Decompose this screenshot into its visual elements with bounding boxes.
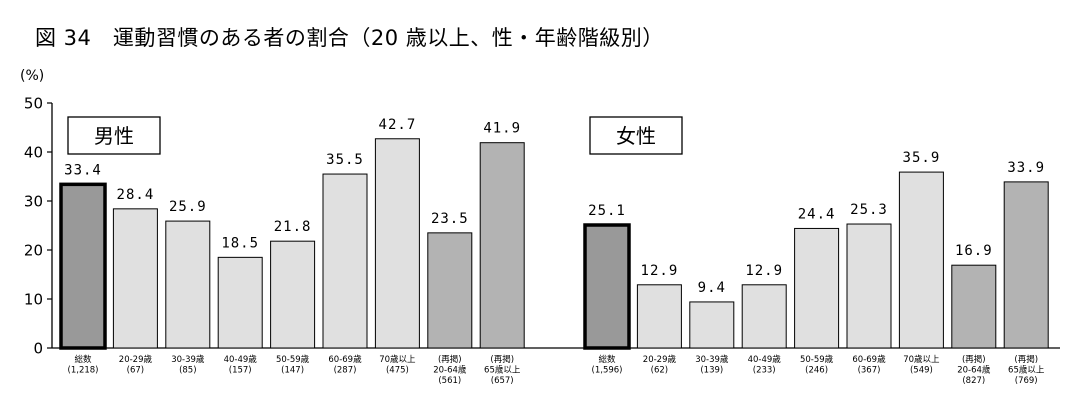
y-tick-label: 50 [24,95,43,113]
bar-value-label: 21.8 [274,219,312,235]
bar-male-8 [479,142,525,349]
category-label: (561) [438,376,461,386]
category-label: (再掲) [490,354,514,365]
panel-title-box [589,116,683,155]
category-label: (233) [753,366,776,376]
bar-female-8 [1003,181,1049,349]
panel-title-box [67,116,161,155]
category-label: 20-64歳 [433,365,467,376]
bar-value-label: 16.9 [955,243,993,259]
category-label: (147) [281,366,304,376]
bar-female-3 [741,284,787,349]
category-label: (769) [1015,376,1038,386]
bar-value-label: 42.7 [379,117,417,133]
panel-female: 女性 25.1 総数(1,596) 12.9 20-29歳(62) 9.4 30-39歳(1… [583,116,1049,386]
bar-male-1 [112,208,158,349]
category-label: (62) [651,366,668,376]
bar-value-label: 25.9 [169,199,207,215]
bar-female-6 [898,171,944,349]
bar-value-label: 33.9 [1007,160,1045,176]
category-label: 60-69歳 [328,354,362,365]
chart-panels: 男性33.4総数(1,218)28.420-29歳(67)25.930-39歳(… [59,116,1049,386]
category-label: 40-49歳 [224,354,258,365]
bar-value-label: 25.1 [588,203,626,219]
category-label: 30-39歳 [695,354,729,365]
category-label: 20-64歳 [957,365,991,376]
category-label: (367) [858,366,881,376]
category-label: 20-29歳 [119,354,153,365]
bar-value-label: 35.5 [326,152,364,168]
category-label: (246) [805,366,828,376]
y-tick-label: 10 [24,291,43,309]
y-unit-label: (%) [20,68,44,84]
bar-value-label: 12.9 [641,263,679,279]
y-tick-label: 0 [33,340,43,358]
category-label: 70歳以上 [903,354,940,365]
panel-title: 男性 [94,124,134,148]
category-label: 50-59歳 [276,354,310,365]
bar-value-label: 25.3 [850,202,888,218]
category-label: 65歳以上 [484,365,521,376]
bar-female-0 [583,223,631,350]
category-label: 70歳以上 [379,354,416,365]
category-label: (549) [910,366,933,376]
category-label: (139) [700,366,723,376]
bar-female-2 [689,301,735,349]
category-label: (657) [491,376,514,386]
category-label: (1,596) [592,366,623,376]
bar-value-label: 41.9 [483,121,521,137]
bar-value-label: 9.4 [698,280,726,296]
bar-female-5 [846,223,892,349]
panel-male: 男性33.4総数(1,218)28.420-29歳(67)25.930-39歳(… [59,116,525,386]
category-label: 60-69歳 [852,354,886,365]
bar-male-5 [322,173,368,349]
bar-male-2 [165,220,211,349]
bar-value-label: 35.9 [903,150,941,166]
bar-male-3 [217,256,263,349]
bar-value-label: 28.4 [117,187,155,203]
category-label: (475) [386,366,409,376]
bar-male-0 [59,182,107,350]
bar-value-label: 33.4 [64,162,102,178]
category-label: (85) [179,366,196,376]
category-label: (再掲) [438,354,462,365]
y-tick-label: 30 [24,193,43,211]
category-label: 40-49歳 [748,354,782,365]
bar-female-1 [636,284,682,349]
bar-male-4 [270,240,316,349]
bar-value-label: 12.9 [745,263,783,279]
category-label: (再掲) [1014,354,1038,365]
category-label: (再掲) [962,354,986,365]
bar-value-label: 24.4 [798,206,836,222]
bar-value-label: 18.5 [221,235,259,251]
category-label: (67) [127,366,144,376]
figure-title: 図 34 運動習慣のある者の割合（20 歳以上、性・年齢階級別） [35,26,664,50]
bar-female-7 [951,264,997,349]
category-label: (1,218) [68,366,99,376]
bar-male-7 [427,232,473,349]
category-label: 65歳以上 [1008,365,1045,376]
panel-title: 女性 [616,124,656,148]
category-label: 20-29歳 [643,354,677,365]
category-label: (827) [962,376,985,386]
category-label: 30-39歳 [171,354,205,365]
bar-female-4 [794,227,840,349]
bar-male-6 [374,138,420,349]
y-tick-label: 20 [24,242,43,260]
category-label: 総数 [74,354,92,365]
y-tick-label: 40 [24,144,43,162]
category-label: 50-59歳 [800,354,834,365]
bar-value-label: 23.5 [431,211,469,227]
category-label: (287) [334,366,357,376]
category-label: 総数 [598,354,616,365]
category-label: (157) [229,366,252,376]
